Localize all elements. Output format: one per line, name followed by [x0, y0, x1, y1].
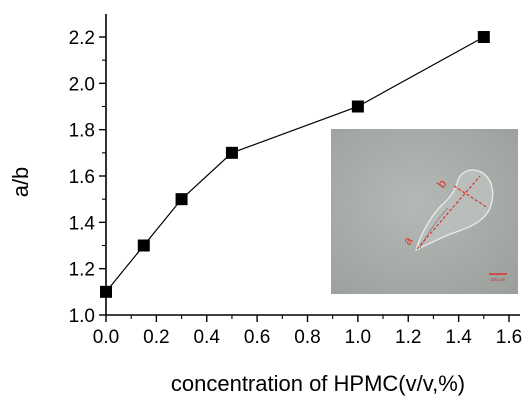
x-tick-label: 0.6 [244, 327, 270, 348]
y-tick-label: 1.0 [69, 306, 95, 327]
x-tick-label: 0.2 [143, 327, 169, 348]
y-tick-label: 2.2 [69, 28, 95, 49]
axis-tick-labels: 0.0 0.2 0.4 0.6 0.8 1.0 1.2 1.4 1.6 1.0 1.2 1.4 1.6 1… [69, 28, 523, 348]
x-tick-label: 0.8 [294, 327, 320, 348]
scale-bar-label: 200 µm [490, 277, 505, 282]
x-tick-label: 1.6 [496, 327, 522, 348]
inset-background [331, 129, 518, 294]
y-tick-label: 1.6 [69, 167, 95, 188]
y-tick-label: 2.0 [69, 74, 95, 95]
x-tick-label: 0.4 [194, 327, 221, 348]
axis-ticks [99, 36, 510, 322]
data-point-marker [100, 285, 112, 298]
droplet-shadow [419, 207, 449, 249]
data-point-marker [137, 239, 150, 252]
y-tick-label: 1.4 [69, 213, 96, 234]
x-tick-label: 1.4 [445, 327, 472, 348]
data-point-marker [225, 146, 238, 159]
x-tick-label: 1.2 [395, 327, 421, 348]
series-layer [100, 31, 490, 298]
y-tick-label: 1.2 [69, 260, 95, 281]
y-tick-label: 1.8 [69, 121, 95, 142]
droplet-axis-b [453, 185, 489, 209]
data-point-marker [175, 193, 188, 206]
data-point-marker [477, 31, 490, 43]
droplet-outline [414, 169, 494, 252]
inset-micrograph: a b 200 µm [331, 129, 518, 294]
x-tick-label: 1.0 [345, 327, 371, 348]
x-tick-label: 0.0 [93, 327, 119, 348]
droplet-axis-a [416, 175, 481, 250]
series-line [105, 36, 485, 293]
y-axis-title: a/b [8, 167, 33, 198]
data-point-marker [351, 100, 364, 113]
x-axis-title: concentration of HPMC(v/v,%) [171, 371, 465, 396]
